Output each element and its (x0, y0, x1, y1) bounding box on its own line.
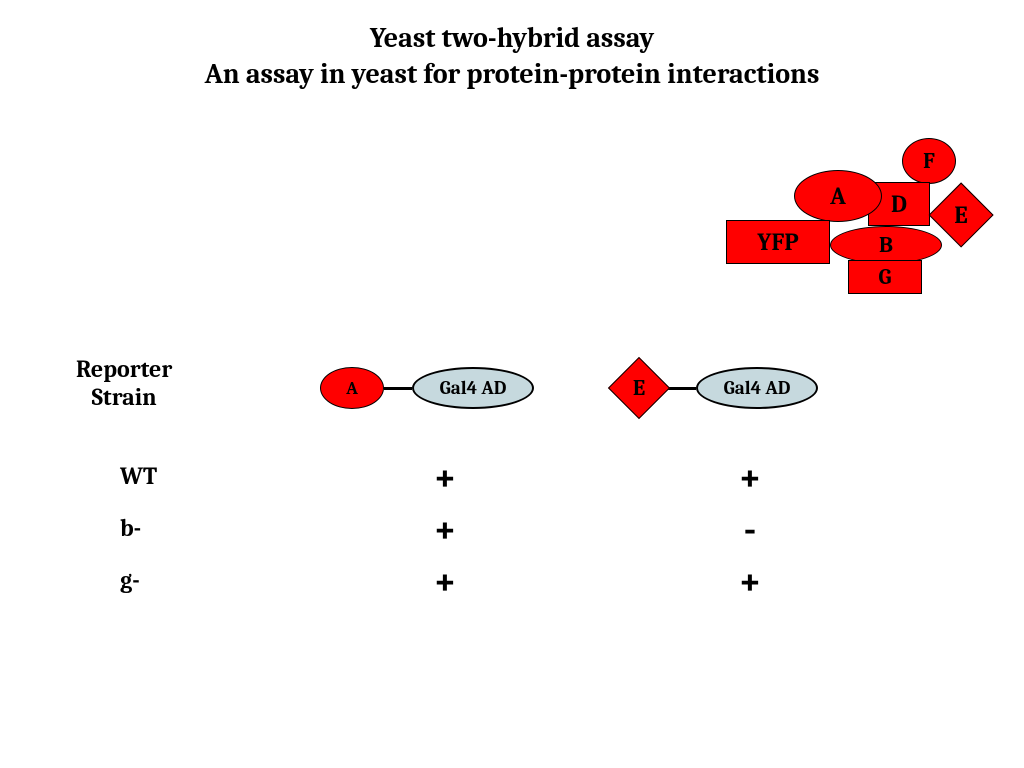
protein-f: F (902, 138, 956, 184)
protein-a: A (794, 170, 882, 222)
construct-a: A Gal4 AD (320, 358, 534, 418)
strain-label: b- (120, 514, 141, 542)
protein-g: G (848, 260, 922, 294)
prey-gal4-ad: Gal4 AD (412, 367, 534, 409)
bait-label: E (633, 375, 645, 401)
result-row-b: b-+- (0, 514, 1024, 562)
linker-line (668, 387, 696, 390)
bait-shape: A (320, 367, 384, 409)
prey-gal4-ad: Gal4 AD (696, 367, 818, 409)
result-cell: - (730, 506, 770, 552)
strain-label: g- (120, 566, 140, 594)
construct-e: E Gal4 AD (610, 358, 818, 418)
protein-label: E (954, 201, 967, 229)
title-line1: Yeast two-hybrid assay (370, 22, 654, 54)
reporter-label: Reporter Strain (76, 356, 172, 411)
result-cell: + (425, 454, 465, 500)
result-cell: + (425, 506, 465, 552)
result-cell: + (730, 454, 770, 500)
result-row-g: g-++ (0, 566, 1024, 614)
protein-complex-cluster: FDAEBYFPG (720, 140, 1000, 320)
protein-b: B (830, 226, 942, 264)
reporter-label-line2: Strain (92, 383, 157, 411)
reporter-strain-row: Reporter Strain A Gal4 AD E Gal4 AD (0, 350, 1024, 430)
result-row-wt: WT++ (0, 462, 1024, 510)
result-cell: + (425, 558, 465, 604)
slide-title: Yeast two-hybrid assay An assay in yeast… (0, 0, 1024, 93)
strain-label: WT (120, 462, 157, 490)
result-cell: + (730, 558, 770, 604)
linker-line (384, 387, 412, 390)
title-line2: An assay in yeast for protein-protein in… (205, 58, 820, 90)
bait-shape: E (610, 359, 668, 417)
protein-yfp: YFP (726, 220, 830, 264)
reporter-label-line1: Reporter (76, 355, 172, 383)
